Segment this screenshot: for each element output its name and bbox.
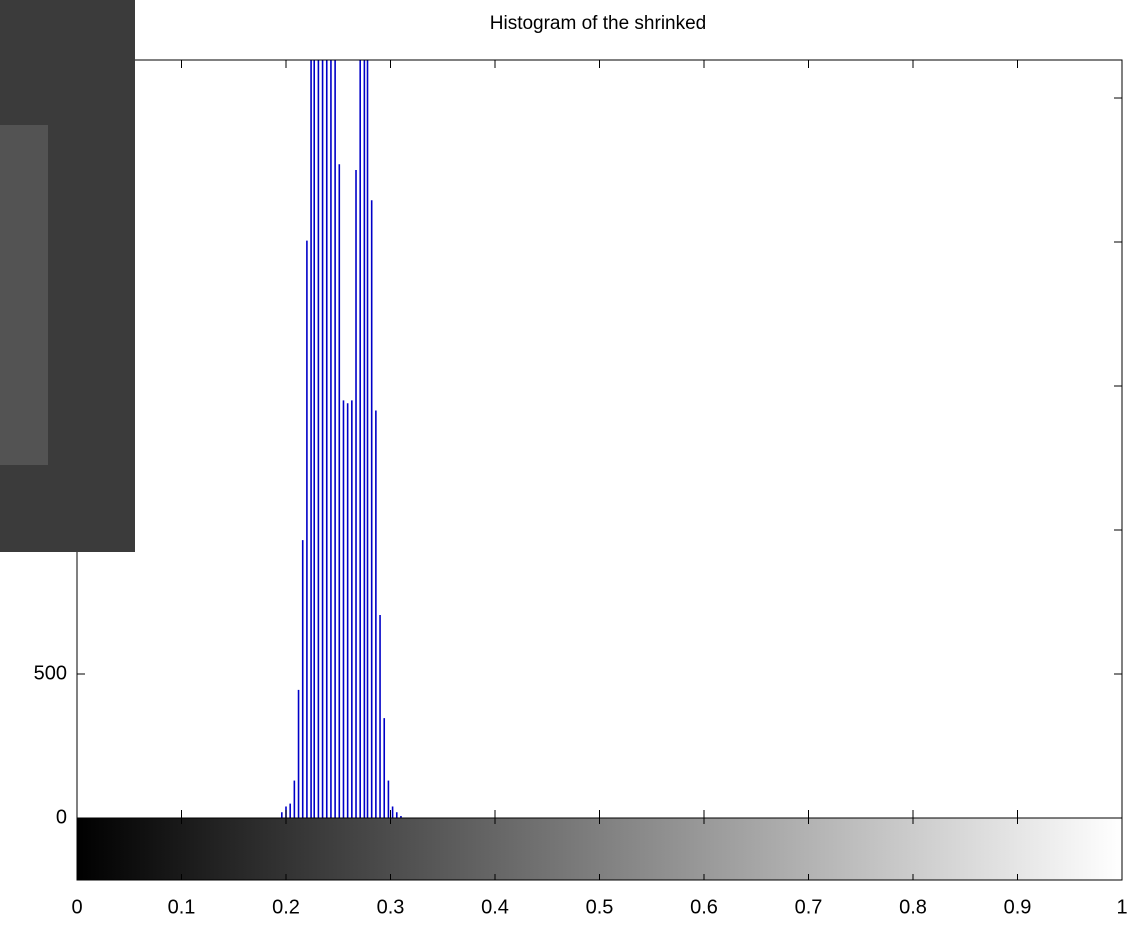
x-tick-label: 1 [1116,896,1127,918]
x-tick-label: 0.2 [272,896,300,918]
x-tick-label: 0 [71,896,82,918]
x-tick-label: 0.9 [1004,896,1032,918]
x-tick-label: 0.4 [481,896,509,918]
x-tick-label: 0.5 [586,896,614,918]
plot-background [77,60,1122,818]
colorbar [76,817,1123,881]
x-tick-label: 0.3 [377,896,405,918]
y-tick-label: 500 [34,662,67,684]
x-tick-label: 0.7 [795,896,823,918]
stems [281,60,402,818]
image-region [0,125,48,465]
x-tick-label: 0.6 [690,896,718,918]
x-tick-label: 0.8 [899,896,927,918]
y-tick-label: 0 [56,806,67,828]
x-tick-label: 0.1 [168,896,196,918]
chart-title: Histogram of the shrinked [490,13,707,34]
plot-area: 0500100015002000250000.10.20.30.40.50.60… [23,59,1128,918]
image-overlay [0,0,135,552]
